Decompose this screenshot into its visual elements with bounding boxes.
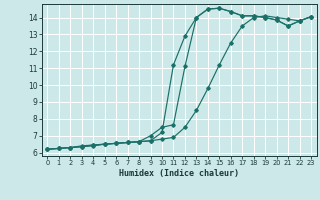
X-axis label: Humidex (Indice chaleur): Humidex (Indice chaleur) — [119, 169, 239, 178]
